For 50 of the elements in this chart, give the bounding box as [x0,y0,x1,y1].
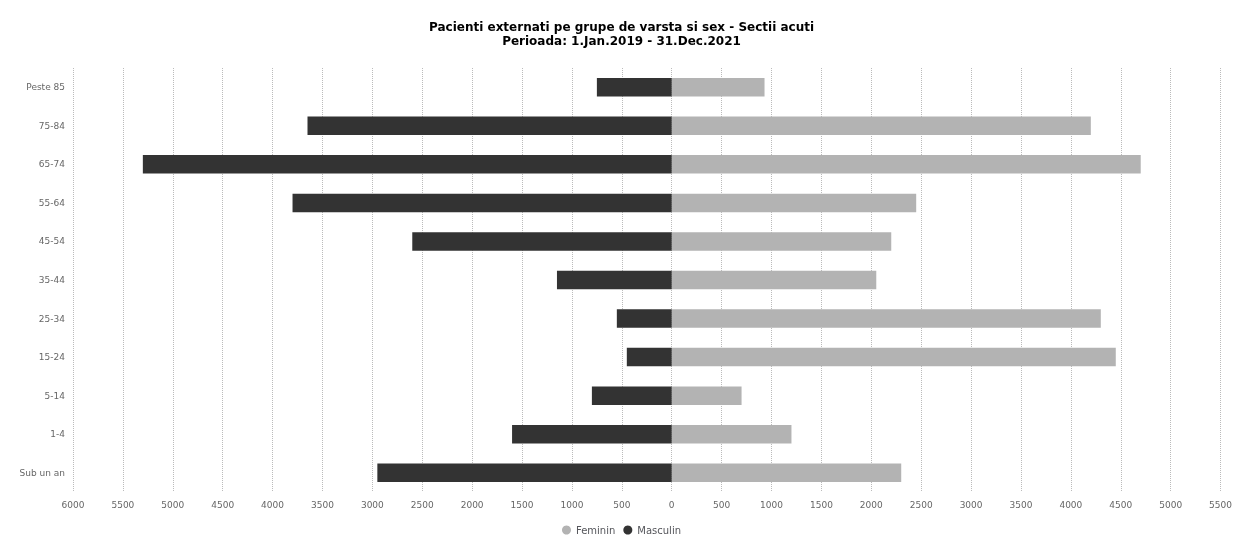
y-tick-label: Peste 85 [26,82,65,93]
bar [307,116,672,136]
y-tick-label: 65-74 [38,159,66,170]
y-tick-label: 25-34 [38,313,66,324]
x-tick-label: 2500 [909,499,933,510]
x-tick-label: 1500 [510,499,534,510]
x-tick-label: 6000 [61,499,85,510]
x-tick-label: 5000 [161,499,185,510]
bar [556,270,672,290]
x-tick-label: 1000 [560,499,584,510]
bar [412,232,672,251]
x-tick-label: 500 [613,499,631,510]
chart-subtitle: Perioada: 1.Jan.2019 - 31.Dec.2021 [502,34,741,48]
x-tick-label: 5500 [1209,499,1233,510]
x-tick-label: 3500 [311,499,335,510]
bar [626,347,672,367]
x-tick-label: 4000 [261,499,285,510]
bar [377,463,672,482]
bar [142,155,672,174]
x-tick-label: 3500 [1009,499,1033,510]
legend-label: Feminin [575,524,616,536]
x-tick-label: 3000 [360,499,385,510]
x-tick-label: 0 [668,499,675,510]
y-tick-label: 45-54 [38,236,66,247]
x-tick-label: 3000 [959,499,983,510]
y-tick-label: 75-84 [38,120,66,131]
bar [292,193,672,213]
x-tick-label: 1500 [809,499,834,510]
x-tick-label: 4500 [211,499,235,510]
y-tick-label: 55-64 [38,197,66,208]
x-tick-label: 5500 [111,499,135,510]
y-tick-label: 35-44 [38,275,66,285]
y-tick-label: 5-14 [44,390,66,401]
bar [616,309,672,328]
bar [596,78,672,97]
y-tick-label: 15-24 [38,352,66,363]
chart-title: Pacienti externati pe grupe de varsta si sex - Sectii acuti [428,20,815,34]
x-tick-label: 2000 [460,499,484,510]
x-tick-label: 500 [713,499,731,510]
x-tick-label: 4500 [1109,499,1133,510]
legend-label: Masculin [637,524,682,536]
y-tick-label: Sub un an [19,467,65,478]
x-tick-label: 2500 [410,499,434,510]
bar [512,424,672,444]
x-tick-label: 4000 [1059,499,1083,510]
bar [591,386,672,405]
x-tick-label: 2000 [859,499,884,510]
y-tick-label: 1-4 [50,429,66,440]
x-tick-label: 5000 [1159,499,1183,510]
x-tick-label: 1000 [760,499,784,510]
